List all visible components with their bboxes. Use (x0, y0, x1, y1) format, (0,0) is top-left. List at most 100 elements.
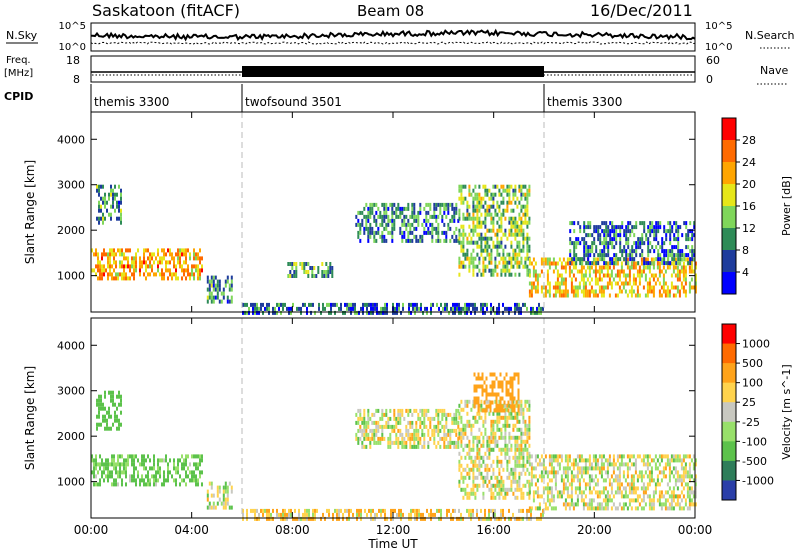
data-region (206, 275, 233, 304)
range-cell (522, 192, 525, 197)
range-cell (603, 237, 606, 242)
range-cell (125, 462, 127, 467)
range-cell (518, 455, 521, 460)
range-cell (649, 225, 652, 230)
range-cell (454, 508, 456, 513)
range-cell (321, 262, 324, 266)
range-cell (574, 289, 577, 294)
range-cell (674, 454, 677, 459)
range-cell (573, 253, 576, 258)
range-cell (226, 493, 229, 498)
range-cell (220, 299, 223, 304)
range-cell (464, 310, 466, 315)
range-cell (688, 486, 691, 491)
colorbar-swatch (722, 363, 736, 384)
range-cell (522, 439, 525, 444)
range-cell (694, 490, 697, 495)
range-cell (623, 257, 626, 262)
range-cell (488, 204, 491, 209)
range-cell (414, 516, 416, 521)
range-cell (508, 516, 510, 521)
range-cell (526, 512, 528, 517)
range-cell (466, 471, 469, 476)
range-cell (588, 454, 591, 459)
range-cell (120, 402, 122, 407)
range-cell (572, 506, 575, 511)
range-cell (642, 494, 645, 499)
range-cell (516, 232, 519, 237)
range-cell (676, 486, 679, 491)
range-cell (647, 249, 650, 254)
range-cell (110, 394, 112, 399)
range-cell (99, 264, 101, 269)
range-cell (506, 463, 509, 468)
range-cell (504, 232, 507, 237)
range-cell (592, 289, 595, 294)
range-cell (497, 380, 500, 385)
range-cell (224, 497, 227, 502)
range-cell (135, 264, 137, 269)
data-region (473, 372, 520, 413)
range-cell (448, 508, 450, 513)
range-cell (157, 248, 159, 253)
range-cell (399, 440, 402, 445)
range-cell (504, 435, 507, 440)
range-cell (110, 398, 112, 403)
range-cell (532, 310, 534, 315)
range-cell (528, 435, 531, 440)
range-cell (502, 268, 505, 273)
range-cell (480, 232, 483, 237)
range-cell (526, 212, 529, 217)
range-cell (371, 412, 374, 417)
range-cell (478, 415, 481, 420)
range-cell (580, 269, 583, 274)
range-cell (312, 302, 314, 307)
range-cell (528, 248, 531, 253)
range-cell (387, 222, 390, 227)
range-cell (201, 470, 203, 475)
range-cell (648, 265, 651, 270)
range-cell (483, 380, 486, 385)
range-cell (482, 516, 484, 521)
range-cell (472, 220, 475, 225)
range-cell (609, 229, 612, 234)
range-cell (392, 516, 394, 521)
range-cell (419, 206, 422, 211)
range-cell (612, 454, 615, 459)
range-cell (675, 237, 678, 242)
range-cell (147, 248, 149, 253)
range-cell (662, 273, 665, 278)
range-cell (113, 482, 115, 487)
range-cell (503, 400, 506, 405)
range-cell (676, 265, 679, 270)
range-cell (488, 443, 491, 448)
range-cell (516, 483, 519, 488)
range-cell (500, 475, 503, 480)
range-cell (489, 384, 492, 389)
range-cell (691, 253, 694, 258)
range-cell (496, 184, 499, 189)
range-cell (494, 419, 497, 424)
range-cell (650, 506, 653, 511)
range-cell (153, 252, 155, 257)
range-cell (692, 502, 695, 507)
range-cell (648, 281, 651, 286)
range-cell (472, 272, 475, 277)
range-cell (642, 454, 645, 459)
range-cell (472, 208, 475, 213)
range-cell (594, 265, 597, 270)
range-cell (206, 295, 209, 300)
range-cell (408, 516, 410, 521)
data-region (91, 248, 203, 281)
range-cell (466, 508, 468, 513)
range-cell (626, 494, 629, 499)
range-cell (668, 474, 671, 479)
range-cell (492, 224, 495, 229)
range-cell (608, 277, 611, 282)
range-cell (642, 285, 645, 290)
range-cell (573, 245, 576, 250)
range-cell (684, 269, 687, 274)
range-cell (590, 285, 593, 290)
range-cell (514, 451, 517, 456)
range-cell (627, 245, 630, 250)
